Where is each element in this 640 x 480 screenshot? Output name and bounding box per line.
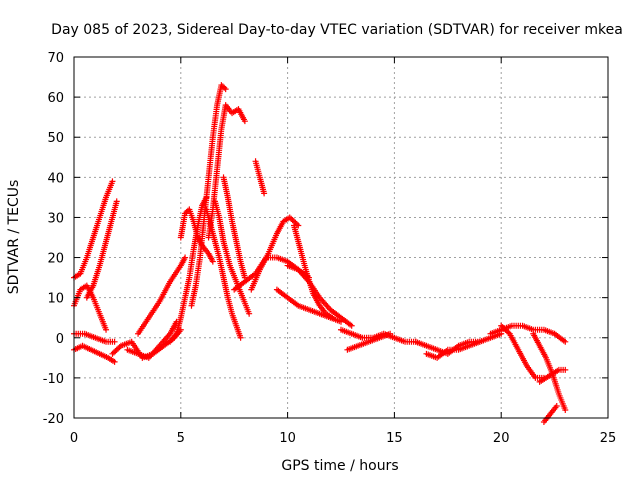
series-track-16 <box>252 158 268 197</box>
data-point <box>111 358 118 365</box>
y-axis-label: SDTVAR / TECUs <box>6 180 22 295</box>
data-point <box>111 338 118 345</box>
y-tick-label: -10 <box>43 372 64 387</box>
x-tick-label: 20 <box>493 431 510 446</box>
series-track-26 <box>487 322 569 345</box>
series-track-7 <box>124 318 180 361</box>
y-tick-label: 60 <box>47 91 64 106</box>
data-point <box>553 402 560 409</box>
series-track-23 <box>344 330 394 353</box>
x-tick-label: 5 <box>177 431 185 446</box>
ticks-layer: 0 5 10 15 20 25 -20 -10 0 10 20 30 40 50 60 70 <box>43 51 617 446</box>
data-point <box>562 366 569 373</box>
data-point <box>182 254 189 261</box>
x-axis-label: GPS time / hours <box>281 458 398 474</box>
data-point <box>261 190 268 197</box>
data-point <box>113 198 120 205</box>
series-track-25 <box>423 338 483 361</box>
y-tick-label: 10 <box>47 292 64 307</box>
data-point <box>237 334 244 341</box>
series-track-4 <box>83 198 120 301</box>
marks-layer <box>71 82 569 426</box>
y-tick-label: -20 <box>43 412 64 427</box>
y-tick-label: 40 <box>47 171 64 186</box>
y-tick-label: 70 <box>47 51 64 66</box>
data-point <box>387 330 394 337</box>
series-track-27 <box>498 322 547 381</box>
series-track-19 <box>273 286 344 325</box>
data-point <box>222 86 229 93</box>
x-tick-label: 0 <box>70 431 78 446</box>
x-tick-label: 25 <box>600 431 617 446</box>
series-track-13 <box>205 102 248 241</box>
data-point <box>103 326 110 333</box>
data-point <box>476 338 483 345</box>
data-point <box>562 338 569 345</box>
series-track-3 <box>71 342 118 365</box>
data-point <box>209 258 216 265</box>
series-track-22 <box>338 326 419 345</box>
data-point <box>329 314 336 321</box>
grid-layer <box>74 57 608 418</box>
series-track-15 <box>220 174 248 281</box>
data-point <box>348 322 355 329</box>
series-track-30 <box>540 402 560 426</box>
chart-title: Day 085 of 2023, Sidereal Day-to-day VTE… <box>51 22 623 38</box>
y-tick-label: 30 <box>47 211 64 226</box>
y-tick-label: 0 <box>56 332 64 347</box>
series-track-28 <box>530 330 569 413</box>
y-tick-label: 50 <box>47 131 64 146</box>
plot-frame <box>73 56 609 419</box>
series-track-11 <box>188 82 229 309</box>
data-point <box>241 118 248 125</box>
data-point <box>562 406 569 413</box>
series-track-29 <box>536 366 569 385</box>
x-tick-label: 10 <box>279 431 296 446</box>
series-track-8 <box>135 254 189 337</box>
series-track-21 <box>284 262 355 329</box>
x-tick-label: 15 <box>386 431 403 446</box>
data-point <box>109 178 116 185</box>
y-tick-label: 20 <box>47 252 64 267</box>
data-point <box>246 310 253 317</box>
